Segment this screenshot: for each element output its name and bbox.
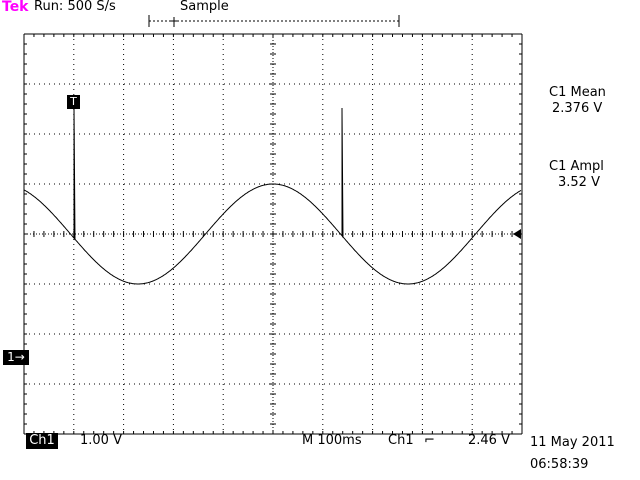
trigger-slope-icon: ⌐ — [424, 433, 435, 448]
acquisition-mode: Sample — [180, 0, 229, 14]
brand-logo: Tek — [2, 0, 29, 15]
vertical-scale: 1.00 V — [80, 433, 122, 448]
trigger-level-marker — [513, 229, 521, 239]
measurement-2-label: C1 Ampl — [549, 159, 604, 174]
graticule — [23, 33, 523, 435]
run-status: Run: 500 S/s — [34, 0, 116, 14]
measurement-2-value: 3.52 V — [558, 175, 600, 190]
waveform-trace — [23, 104, 522, 285]
timebase-readout: M 100ms — [302, 433, 362, 448]
trigger-position-marker: T — [67, 95, 80, 109]
trigger-source: Ch1 — [388, 433, 414, 448]
channel-badge: Ch1 — [26, 433, 58, 449]
time-readout: 06:58:39 — [530, 457, 589, 472]
channel-1-ground-marker: 1→ — [3, 350, 29, 365]
record-length-indicator — [148, 15, 400, 27]
trigger-level: 2.46 V — [468, 433, 510, 448]
measurement-1-value: 2.376 V — [552, 101, 603, 116]
measurement-1-label: C1 Mean — [549, 85, 606, 100]
date-readout: 11 May 2011 — [530, 435, 615, 450]
